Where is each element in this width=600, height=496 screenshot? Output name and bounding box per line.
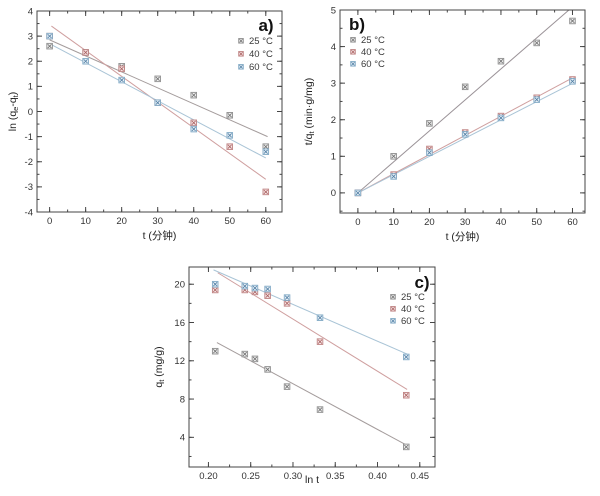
panel-b-second-order-plot: 0 10 20 30 40 50 60 0 1 2 3 4 5 t (分钟) t/qt (min·g/mg)…	[300, 0, 598, 246]
y-axis-label: qt (mg/g)	[153, 346, 166, 387]
y-tick-label: 4	[28, 6, 33, 17]
y-tick-label: 1	[28, 82, 33, 93]
fit-line-40-c	[217, 272, 408, 390]
series-60-c-markers	[46, 32, 270, 155]
x-tick-label: 30	[460, 217, 471, 228]
legend-item-40-c: 40 °C	[238, 49, 273, 60]
series-40-c-markers	[211, 286, 410, 399]
fit-lines	[213, 269, 408, 446]
y-tick-label: 8	[180, 394, 185, 405]
series-25-c-markers	[211, 347, 410, 451]
x-tick-label: 50	[531, 217, 542, 228]
y-tick-label: 2	[28, 57, 33, 68]
x-tick-label: 40	[188, 216, 199, 227]
legend-item-40-c: 40 °C	[350, 47, 385, 58]
panel-title-a: a)	[258, 16, 273, 35]
legend-label: 60 °C	[401, 316, 425, 327]
legend-item-25-c: 25 °C	[350, 35, 385, 46]
x-axis-label: t (分钟)	[143, 229, 177, 242]
x-axis-label: ln t	[305, 474, 319, 486]
y-tick-label: 0	[331, 188, 336, 199]
x-tick-label: 0.40	[368, 471, 387, 482]
y-tick-label: 0	[28, 107, 33, 118]
fit-line-25-c	[49, 39, 268, 138]
legend-label: 25 °C	[361, 35, 385, 46]
legend-label: 40 °C	[249, 49, 273, 60]
x-tick-label: 0	[355, 217, 360, 228]
y-tick-label: 12	[174, 356, 185, 367]
legend-label: 40 °C	[401, 304, 425, 315]
y-axis-label: t/qt (min·g/mg)	[303, 78, 316, 145]
panel-a-first-order-plot: 0 10 20 30 40 50 60 -4 -3 -2 -1 0 1 2 3 4 t (分钟) ln (qe-q…	[4, 0, 298, 246]
y-tick-label: 2	[331, 115, 336, 126]
legend: 25 °C40 °C60 °C	[350, 35, 385, 70]
fit-line-60-c	[213, 269, 408, 355]
y-tick-label: -1	[25, 132, 33, 143]
legend-item-60-c: 60 °C	[238, 62, 273, 73]
y-tick-label: 3	[331, 78, 336, 89]
y-tick-label: 5	[331, 5, 336, 16]
y-axis-label: ln (qe-qt)	[7, 92, 20, 132]
series-40-c-markers	[46, 32, 270, 196]
axes: 0 10 20 30 40 50 60 0 1 2 3 4 5	[331, 5, 586, 228]
legend-item-25-c: 25 °C	[238, 36, 273, 47]
fit-lines	[357, 9, 575, 194]
y-tick-label: -4	[25, 207, 33, 218]
y-tick-label: -3	[25, 182, 33, 193]
x-axis-label: t (分钟)	[446, 230, 480, 243]
panel-c-elovich-plot: 0.20 0.25 0.30 0.35 0.40 0.45 4 8 12 16 20 ln t qt (…	[148, 246, 452, 491]
legend-label: 25 °C	[249, 36, 273, 47]
legend-item-60-c: 60 °C	[350, 59, 385, 70]
chart-a: 0 10 20 30 40 50 60 -4 -3 -2 -1 0 1 2 3 4 t (分钟) ln (qe-q…	[7, 6, 283, 242]
legend-label: 40 °C	[361, 47, 385, 58]
series-25-c-markers	[354, 17, 576, 197]
chart-b: 0 10 20 30 40 50 60 0 1 2 3 4 5 t (分钟) t/qt (min·g/mg)…	[303, 5, 586, 243]
legend: 25 °C40 °C60 °C	[390, 292, 425, 327]
legend-label: 60 °C	[361, 59, 385, 70]
x-tick-label: 0.25	[241, 471, 260, 482]
x-tick-label: 20	[424, 217, 435, 228]
legend: 25 °C 40 °C 60 °C	[238, 36, 273, 73]
x-tick-label: 60	[567, 217, 578, 228]
x-tick-label: 20	[116, 216, 127, 227]
y-tick-label: 16	[174, 318, 185, 329]
y-tick-label: 4	[331, 42, 336, 53]
x-tick-label: 10	[388, 217, 399, 228]
x-tick-label: 10	[80, 216, 91, 227]
panel-title-b: b)	[349, 15, 365, 34]
x-tick-label: 0.30	[284, 471, 303, 482]
y-tick-label: -2	[25, 157, 33, 168]
panel-title-c: c)	[414, 273, 429, 292]
x-tick-label: 0	[47, 216, 52, 227]
legend-item-25-c: 25 °C	[390, 292, 425, 303]
y-tick-label: 4	[180, 433, 185, 444]
x-tick-label: 0.20	[199, 471, 218, 482]
y-tick-label: 1	[331, 152, 336, 163]
fit-line-25-c	[216, 342, 407, 446]
legend-item-60-c: 60 °C	[390, 316, 425, 327]
chart-c: 0.20 0.25 0.30 0.35 0.40 0.45 4 8 12 16 20 ln t qt (…	[153, 266, 436, 486]
x-tick-label: 0.45	[411, 471, 430, 482]
x-tick-label: 30	[152, 216, 163, 227]
x-tick-label: 40	[496, 217, 507, 228]
series-60-c-markers	[211, 280, 410, 361]
y-tick-label: 3	[28, 31, 33, 42]
legend-label: 25 °C	[401, 292, 425, 303]
axes: 0 10 20 30 40 50 60 -4 -3 -2 -1 0 1 2 3 4	[25, 6, 283, 227]
x-tick-label: 60	[260, 216, 271, 227]
axes: 0.20 0.25 0.30 0.35 0.40 0.45 4 8 12 16 20	[174, 266, 436, 482]
series-60-c-markers	[354, 78, 576, 197]
x-tick-label: 50	[224, 216, 235, 227]
y-tick-label: 20	[174, 280, 185, 291]
legend-item-40-c: 40 °C	[390, 304, 425, 315]
x-tick-label: 0.35	[326, 471, 345, 482]
legend-label: 60 °C	[249, 62, 273, 73]
